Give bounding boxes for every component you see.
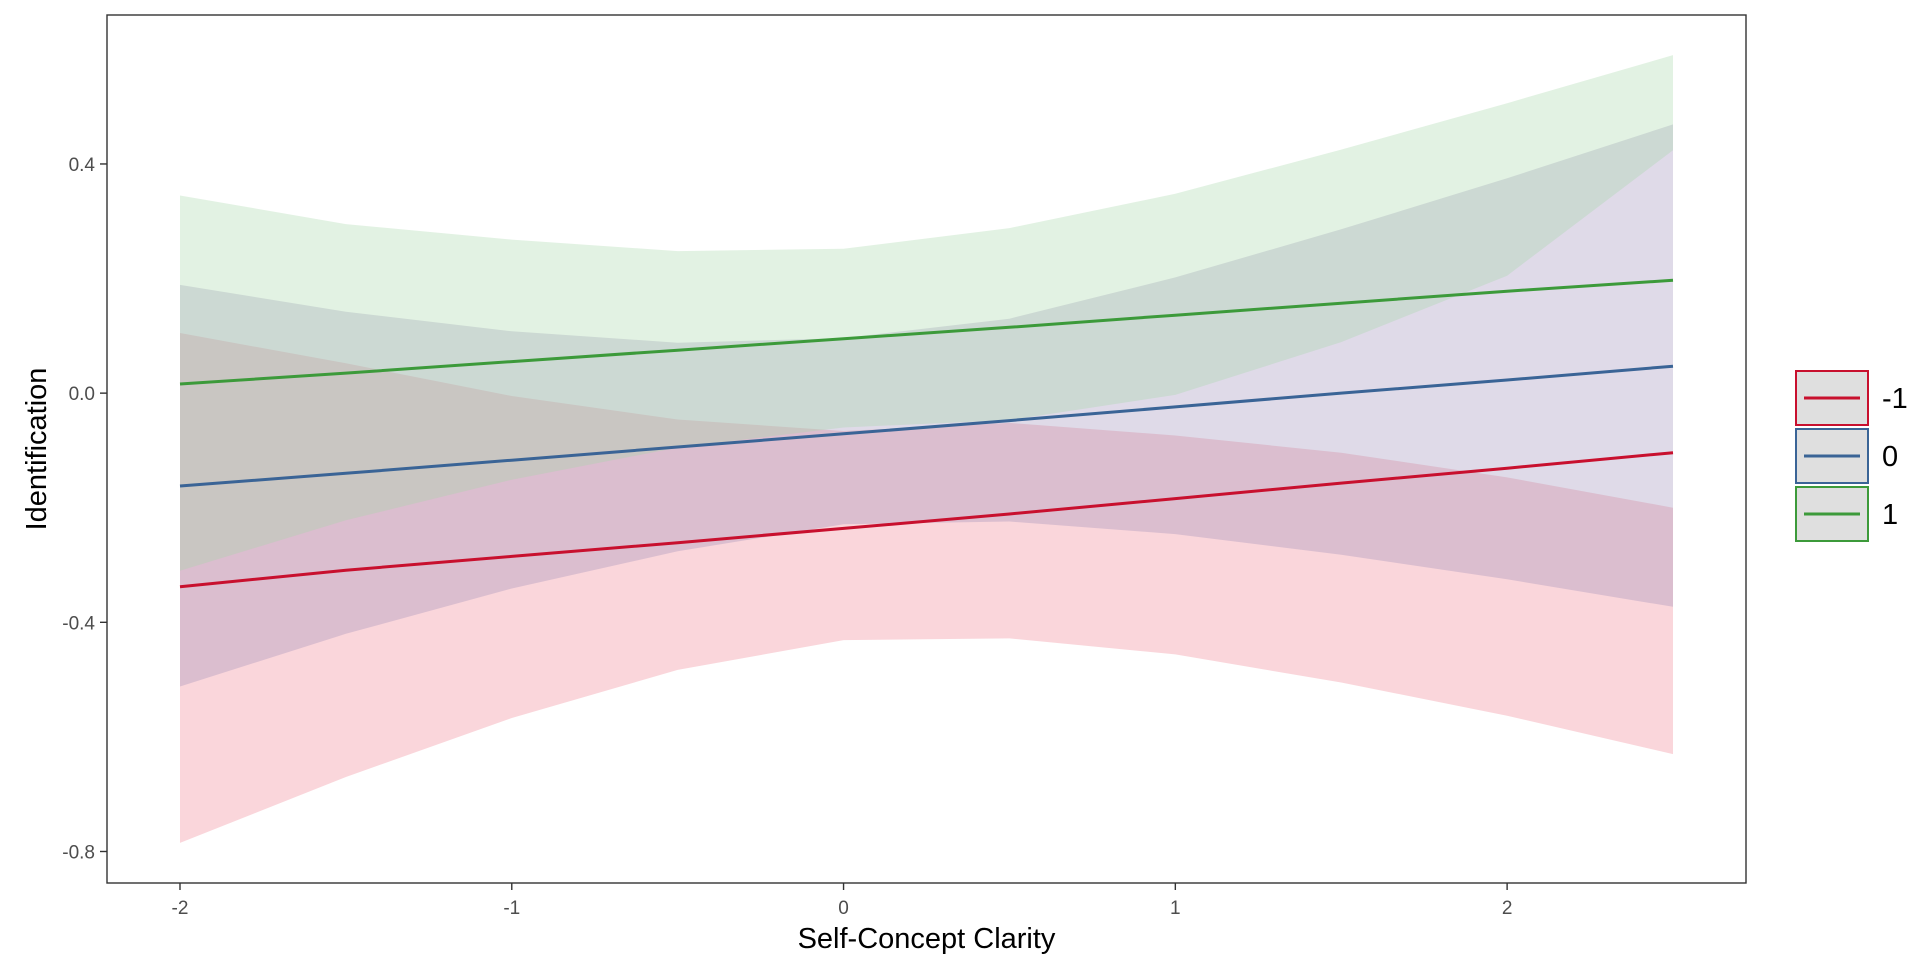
y-tick-label: -0.8	[62, 842, 95, 863]
x-tick-label: -1	[503, 898, 520, 919]
series-line-0	[179, 451, 1674, 589]
x-tick-label: 1	[1170, 898, 1181, 919]
legend-label-2: 1	[1882, 499, 1898, 531]
series-line-1	[179, 364, 1674, 488]
ci-band-1	[180, 124, 1673, 687]
y-tick-label: 0.0	[69, 384, 95, 405]
legend: -1 0 1	[1795, 370, 1908, 542]
plot-panel-border	[106, 14, 1747, 884]
x-tick-label: 0	[838, 898, 849, 919]
legend-label-0: -1	[1882, 383, 1908, 415]
y-tick-label: 0.4	[69, 155, 96, 176]
x-tick-label: 2	[1502, 898, 1513, 919]
y-axis-title: Identification	[21, 368, 53, 531]
x-axis: -2 -1 0 1 2	[172, 883, 1513, 919]
ci-band-2	[180, 55, 1673, 571]
x-axis-title: Self-Concept Clarity	[798, 923, 1056, 955]
series-lines	[179, 278, 1674, 589]
y-tick-label: -0.4	[62, 613, 95, 634]
y-axis: -0.8 -0.4 0.0 0.4	[62, 155, 107, 863]
legend-label-1: 0	[1882, 441, 1898, 473]
ci-bands	[180, 55, 1673, 843]
ci-band-0	[180, 333, 1673, 843]
x-tick-label: -2	[172, 898, 189, 919]
series-line-2	[179, 278, 1674, 386]
